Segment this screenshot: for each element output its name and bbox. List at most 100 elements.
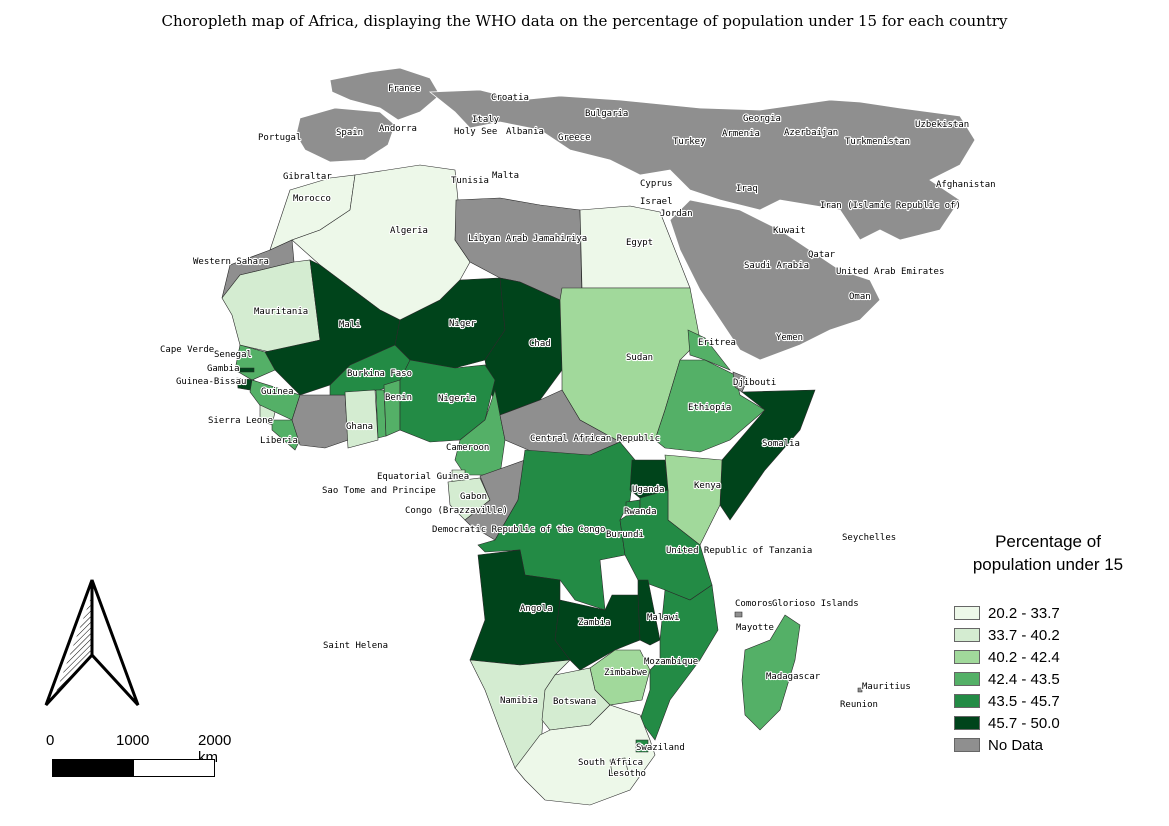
label-botswana: Botswana — [553, 697, 596, 707]
label-liberia: Liberia — [260, 436, 298, 446]
label-tunisia: Tunisia — [451, 176, 489, 186]
label-burundi: Burundi — [606, 530, 644, 540]
label-greece: Greece — [558, 133, 591, 143]
label-kenya: Kenya — [694, 481, 721, 491]
label-sudan: Sudan — [626, 353, 653, 363]
label-mayotte: Mayotte — [736, 623, 774, 633]
north-arrow-icon — [44, 579, 140, 707]
label-uganda: Uganda — [632, 485, 665, 495]
country-gambia — [237, 367, 255, 373]
legend-label: No Data — [988, 736, 1044, 754]
country-madagascar — [741, 614, 801, 731]
label-croatia: Croatia — [491, 93, 529, 103]
country-guinea-bissau — [236, 377, 255, 391]
label-spain: Spain — [336, 128, 363, 138]
label-cameroon: Cameroon — [446, 443, 489, 453]
label-senegal: Senegal — [214, 350, 252, 360]
country-south-africa — [514, 704, 656, 806]
label-drc: Democratic Republic of the Congo — [432, 525, 605, 535]
label-italy: Italy — [472, 115, 500, 125]
legend-swatch — [954, 738, 980, 752]
country-egypt — [579, 205, 691, 289]
label-car: Central African Republic — [530, 434, 660, 444]
label-equatorial-guinea: Equatorial Guinea — [377, 472, 469, 482]
label-malta: Malta — [492, 171, 519, 181]
scale-label-0: 0 — [46, 732, 55, 749]
country-mauritius — [857, 687, 863, 693]
label-sierra-leone: Sierra Leone — [208, 416, 273, 426]
legend-title-line1: Percentage of — [995, 532, 1101, 551]
label-madagascar: Madagascar — [766, 672, 821, 682]
legend-label: 42.4 - 43.5 — [988, 670, 1060, 688]
label-albania: Albania — [506, 127, 544, 137]
legend-swatch — [954, 650, 980, 664]
legend-title-line2: population under 15 — [972, 555, 1124, 574]
label-djibouti: Djibouti — [733, 378, 776, 388]
label-morocco: Morocco — [293, 194, 331, 204]
label-cyprus: Cyprus — [640, 179, 673, 189]
label-gabon: Gabon — [460, 492, 487, 502]
label-iraq: Iraq — [736, 184, 758, 194]
label-oman: Oman — [849, 292, 871, 302]
label-uae: United Arab Emirates — [836, 267, 944, 277]
legend-item: 33.7 - 40.2 — [954, 624, 1148, 646]
country-swaziland — [635, 739, 649, 753]
scale-label-1000: 1000 — [116, 732, 150, 749]
legend-swatch — [954, 606, 980, 620]
legend-item: 43.5 - 45.7 — [954, 690, 1148, 712]
label-comoros: Comoros — [735, 599, 773, 609]
label-congo-brazzaville: Congo (Brazzaville) — [405, 506, 508, 516]
label-malawi: Malawi — [647, 613, 680, 623]
label-bulgaria: Bulgaria — [585, 109, 628, 119]
label-iran: Iran (Islamic Republic of) — [820, 201, 961, 211]
country-nigeria — [399, 359, 496, 443]
label-burkina-faso: Burkina Faso — [347, 369, 412, 379]
legend-label: 33.7 - 40.2 — [988, 626, 1060, 644]
label-guinea-bissau: Guinea-Bissau — [176, 377, 246, 387]
label-tanzania: United Republic of Tanzania — [666, 546, 812, 556]
label-turkmenistan: Turkmenistan — [845, 137, 910, 147]
label-yemen: Yemen — [776, 333, 803, 343]
label-algeria: Algeria — [390, 226, 428, 236]
country-lesotho — [609, 757, 629, 775]
label-seychelles: Seychelles — [842, 533, 896, 543]
legend-swatch — [954, 628, 980, 642]
country-zambia — [554, 594, 641, 671]
label-cape-verde: Cape Verde — [160, 345, 214, 355]
country-sudan — [559, 287, 701, 443]
label-mozambique: Mozambique — [644, 657, 698, 667]
label-france: France — [388, 84, 421, 94]
scale-bar-white-segment — [133, 759, 215, 777]
country-liberia — [271, 419, 301, 451]
legend-swatch — [954, 716, 980, 730]
legend-item: 20.2 - 33.7 — [954, 602, 1148, 624]
label-gibraltar: Gibraltar — [283, 172, 332, 182]
map-title: Choropleth map of Africa, displaying the… — [161, 12, 1008, 30]
label-reunion: Reunion — [840, 700, 878, 710]
label-armenia: Armenia — [722, 129, 760, 139]
scale-bar-black-segment — [52, 759, 133, 777]
label-glorioso-islands: Glorioso Islands — [772, 599, 859, 609]
country-eritrea — [687, 329, 731, 371]
label-namibia: Namibia — [500, 696, 538, 706]
label-chad: Chad — [529, 339, 551, 349]
country-comoros — [734, 611, 743, 618]
label-mauritania: Mauritania — [254, 307, 308, 317]
label-rwanda: Rwanda — [624, 507, 657, 517]
legend-item: 40.2 - 42.4 — [954, 646, 1148, 668]
country-mozambique — [639, 584, 719, 741]
label-angola: Angola — [520, 604, 553, 614]
country-benin — [383, 379, 401, 437]
label-ghana: Ghana — [346, 422, 373, 432]
legend-swatch — [954, 672, 980, 686]
label-somalia: Somalia — [762, 439, 800, 449]
label-israel: Israel — [640, 197, 673, 207]
label-mauritius: Mauritius — [862, 682, 911, 692]
label-western-sahara: Western Sahara — [193, 257, 269, 267]
label-azerbaijan: Azerbaijan — [784, 128, 838, 138]
label-portugal: Portugal — [258, 133, 301, 143]
country-somalia — [719, 389, 816, 521]
label-lesotho: Lesotho — [608, 769, 646, 779]
label-uzbekistan: Uzbekistan — [915, 120, 969, 130]
